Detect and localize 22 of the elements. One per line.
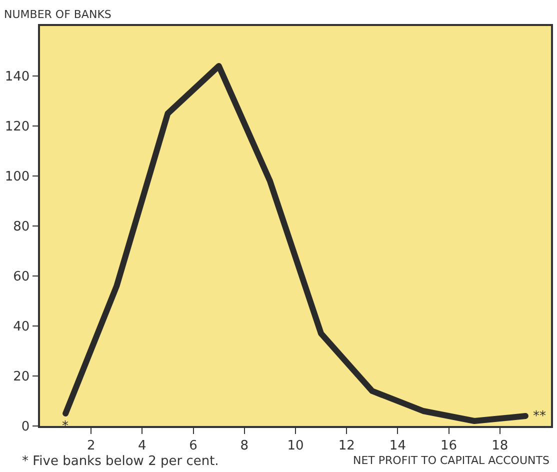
y-tick-label: 60 xyxy=(13,270,30,285)
x-tick-label: 10 xyxy=(287,438,304,454)
x-tick-label: 4 xyxy=(138,438,146,454)
y-tick-label: 0 xyxy=(21,420,30,435)
x-tick-label: 16 xyxy=(440,438,458,454)
text: * Five banks below 2 per cent. xyxy=(22,454,219,469)
y-tick-label: 100 xyxy=(4,170,30,185)
x-tick-label: 8 xyxy=(240,438,249,454)
x-tick-label: 2 xyxy=(86,438,96,454)
y-tick-label: 40 xyxy=(13,320,30,335)
x-tick-label: 6 xyxy=(189,438,198,454)
annotation: ** xyxy=(533,409,546,424)
y-axis-title: NUMBER OF BANKS xyxy=(4,8,112,21)
x-tick-label: 18 xyxy=(492,438,508,454)
y-tick-label: 20 xyxy=(13,370,30,385)
y-tick-label: 140 xyxy=(4,70,30,85)
annotation: * xyxy=(62,419,69,434)
x-tick-label: 14 xyxy=(389,438,406,454)
y-tick-label: 120 xyxy=(4,120,30,135)
y-tick-label: 80 xyxy=(13,220,30,235)
x-axis-title: NET PROFIT TO CAPITAL ACCOUNTS xyxy=(353,454,550,467)
x-tick-label: 12 xyxy=(338,438,355,454)
